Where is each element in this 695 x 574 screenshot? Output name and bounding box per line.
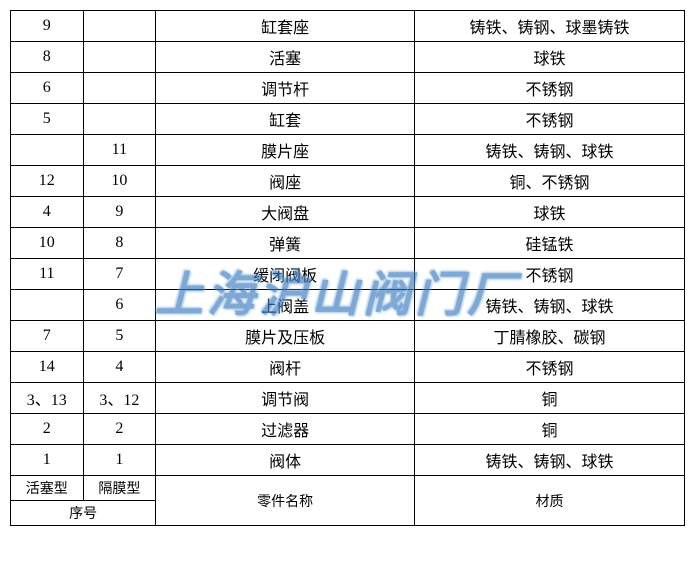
cell-diaphragm-seq: 6 [83, 290, 156, 321]
cell-part-name: 调节杆 [156, 73, 415, 104]
parts-table: 9缸套座铸铁、铸钢、球墨铸铁 8活塞球铁 6调节杆不锈钢 5缸套不锈钢 11膜片… [10, 10, 685, 526]
cell-piston-seq: 6 [11, 73, 84, 104]
cell-diaphragm-seq [83, 42, 156, 73]
cell-part-name: 活塞 [156, 42, 415, 73]
cell-material: 不锈钢 [415, 73, 685, 104]
cell-material: 丁腈橡胶、碳钢 [415, 321, 685, 352]
header-material: 材质 [415, 476, 685, 526]
cell-part-name: 弹簧 [156, 228, 415, 259]
cell-piston-seq: 11 [11, 259, 84, 290]
cell-diaphragm-seq: 11 [83, 135, 156, 166]
cell-diaphragm-seq: 10 [83, 166, 156, 197]
cell-piston-seq: 14 [11, 352, 84, 383]
table-row: 6上阀盖铸铁、铸钢、球铁 [11, 290, 685, 321]
cell-piston-seq: 9 [11, 11, 84, 42]
cell-piston-seq [11, 135, 84, 166]
cell-diaphragm-seq: 1 [83, 445, 156, 476]
cell-part-name: 膜片及压板 [156, 321, 415, 352]
table-row: 3、133、12调节阀铜 [11, 383, 685, 414]
cell-material: 铜、不锈钢 [415, 166, 685, 197]
cell-part-name: 缸套座 [156, 11, 415, 42]
header-diaphragm-type: 隔膜型 [83, 476, 156, 501]
cell-material: 铸铁、铸钢、球铁 [415, 445, 685, 476]
cell-part-name: 调节阀 [156, 383, 415, 414]
table-row: 75膜片及压板丁腈橡胶、碳钢 [11, 321, 685, 352]
cell-diaphragm-seq: 4 [83, 352, 156, 383]
table-row: 117缓闭阀板不锈钢 [11, 259, 685, 290]
header-part-name: 零件名称 [156, 476, 415, 526]
cell-part-name: 阀杆 [156, 352, 415, 383]
header-piston-type: 活塞型 [11, 476, 84, 501]
cell-diaphragm-seq: 7 [83, 259, 156, 290]
table-body: 9缸套座铸铁、铸钢、球墨铸铁 8活塞球铁 6调节杆不锈钢 5缸套不锈钢 11膜片… [11, 11, 685, 526]
cell-piston-seq: 7 [11, 321, 84, 352]
cell-material: 球铁 [415, 197, 685, 228]
cell-part-name: 缓闭阀板 [156, 259, 415, 290]
cell-material: 不锈钢 [415, 352, 685, 383]
table-row: 9 缸套座铸铁、铸钢、球墨铸铁 [11, 11, 685, 42]
cell-part-name: 阀座 [156, 166, 415, 197]
cell-material: 不锈钢 [415, 259, 685, 290]
cell-diaphragm-seq: 8 [83, 228, 156, 259]
cell-piston-seq: 1 [11, 445, 84, 476]
table-row: 1210阀座铜、不锈钢 [11, 166, 685, 197]
cell-material: 硅锰铁 [415, 228, 685, 259]
table-row: 22过滤器铜 [11, 414, 685, 445]
cell-material: 铸铁、铸钢、球铁 [415, 290, 685, 321]
cell-part-name: 过滤器 [156, 414, 415, 445]
table-row: 108弹簧硅锰铁 [11, 228, 685, 259]
cell-material: 不锈钢 [415, 104, 685, 135]
cell-diaphragm-seq: 2 [83, 414, 156, 445]
cell-part-name: 上阀盖 [156, 290, 415, 321]
cell-material: 铜 [415, 383, 685, 414]
table-row: 49大阀盘球铁 [11, 197, 685, 228]
cell-piston-seq: 3、13 [11, 383, 84, 414]
cell-part-name: 膜片座 [156, 135, 415, 166]
table-row: 6 调节杆不锈钢 [11, 73, 685, 104]
cell-part-name: 大阀盘 [156, 197, 415, 228]
cell-diaphragm-seq [83, 104, 156, 135]
cell-piston-seq: 8 [11, 42, 84, 73]
cell-piston-seq: 4 [11, 197, 84, 228]
cell-part-name: 阀体 [156, 445, 415, 476]
cell-piston-seq: 10 [11, 228, 84, 259]
cell-piston-seq: 12 [11, 166, 84, 197]
cell-diaphragm-seq: 3、12 [83, 383, 156, 414]
table-row: 144阀杆不锈钢 [11, 352, 685, 383]
cell-material: 铸铁、铸钢、球铁 [415, 135, 685, 166]
table-row: 8 活塞球铁 [11, 42, 685, 73]
table-row: 11膜片座铸铁、铸钢、球铁 [11, 135, 685, 166]
cell-part-name: 缸套 [156, 104, 415, 135]
cell-piston-seq: 5 [11, 104, 84, 135]
cell-material: 铸铁、铸钢、球墨铸铁 [415, 11, 685, 42]
cell-diaphragm-seq [83, 73, 156, 104]
cell-material: 铜 [415, 414, 685, 445]
table-row: 5 缸套不锈钢 [11, 104, 685, 135]
cell-diaphragm-seq: 9 [83, 197, 156, 228]
cell-material: 球铁 [415, 42, 685, 73]
cell-piston-seq [11, 290, 84, 321]
cell-piston-seq: 2 [11, 414, 84, 445]
cell-diaphragm-seq: 5 [83, 321, 156, 352]
footer-row-types: 活塞型 隔膜型 零件名称 材质 [11, 476, 685, 501]
cell-diaphragm-seq [83, 11, 156, 42]
header-seq: 序号 [11, 501, 156, 526]
table-row: 11阀体铸铁、铸钢、球铁 [11, 445, 685, 476]
